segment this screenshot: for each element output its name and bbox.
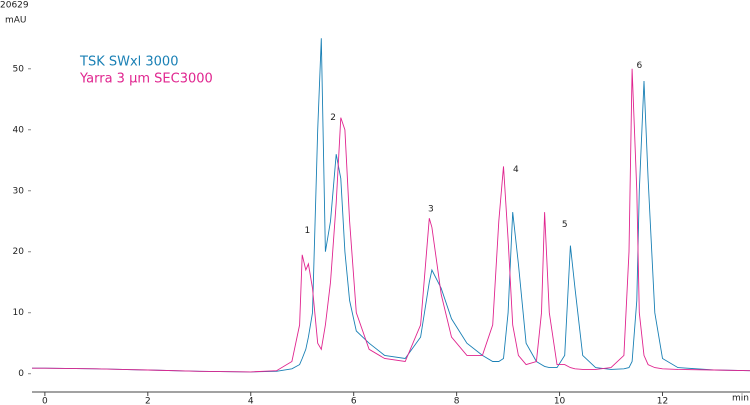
series-line (32, 68, 750, 373)
peak-label: 1 (304, 226, 310, 236)
x-tick-label: 2 (145, 397, 151, 405)
y-tick-label: 0 (18, 369, 24, 379)
x-tick-label: 6 (351, 397, 357, 405)
peak-label: 5 (562, 220, 568, 230)
legend-label: TSK SWxl 3000 (79, 55, 178, 70)
y-axis-label: mAU (5, 16, 27, 26)
y-tick-label: 40 (13, 125, 25, 135)
y-tick-label: 10 (13, 308, 25, 318)
header-value: 20629 (0, 1, 29, 11)
x-tick-label: 0 (42, 397, 48, 405)
x-tick-label: 12 (657, 397, 668, 405)
x-axis-label: min (732, 394, 749, 404)
peak-label: 4 (513, 165, 519, 175)
peak-label: 2 (330, 113, 336, 123)
peak-label: 6 (636, 61, 642, 71)
legend-label: Yarra 3 µm SEC3000 (79, 72, 213, 87)
series-line (32, 38, 750, 373)
y-tick-label: 50 (13, 64, 25, 74)
x-tick-label: 4 (248, 397, 254, 405)
y-tick-label: 30 (13, 186, 25, 196)
peak-label: 3 (428, 205, 434, 215)
y-tick-label: 20 (13, 247, 25, 257)
x-tick-label: 10 (554, 397, 566, 405)
x-tick-label: 8 (454, 397, 460, 405)
